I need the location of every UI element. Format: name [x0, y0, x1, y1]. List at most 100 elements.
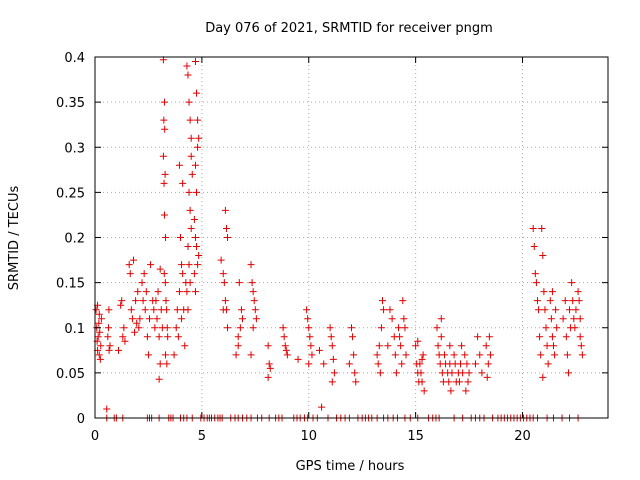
- data-point: [548, 288, 556, 296]
- y-tick-label: 0.2: [64, 232, 85, 247]
- data-point: [535, 306, 543, 314]
- data-point: [418, 378, 426, 386]
- data-point: [457, 360, 465, 368]
- data-point: [117, 301, 125, 309]
- x-axis-label: GPS time / hours: [296, 459, 405, 474]
- data-point: [416, 360, 424, 368]
- data-point: [378, 297, 386, 305]
- data-point: [374, 360, 382, 368]
- data-point: [307, 342, 315, 350]
- data-point: [541, 306, 549, 314]
- data-point: [397, 342, 405, 350]
- data-point: [437, 333, 445, 341]
- data-point: [238, 315, 246, 323]
- data-point: [570, 315, 578, 323]
- data-point: [185, 261, 193, 269]
- data-point: [224, 234, 232, 241]
- data-point: [539, 373, 547, 381]
- data-point: [161, 170, 169, 178]
- data-point: [305, 324, 313, 332]
- data-point: [235, 279, 243, 287]
- data-point: [578, 351, 586, 359]
- data-point: [232, 351, 240, 359]
- data-point: [106, 342, 114, 350]
- data-point: [193, 89, 201, 97]
- data-point: [571, 324, 579, 332]
- data-point: [330, 369, 338, 377]
- data-point: [234, 342, 242, 350]
- data-point: [179, 179, 187, 187]
- data-point: [483, 373, 491, 381]
- data-point: [395, 324, 403, 332]
- data-point: [132, 297, 140, 305]
- data-point: [179, 270, 187, 278]
- data-point: [551, 351, 559, 359]
- data-point: [161, 125, 169, 133]
- data-point: [445, 378, 453, 386]
- data-point: [392, 369, 400, 377]
- data-point: [221, 297, 229, 305]
- data-point: [247, 261, 255, 269]
- data-point: [140, 270, 148, 278]
- y-tick-label: 0.3: [64, 141, 85, 156]
- data-point: [279, 324, 287, 332]
- data-point: [391, 351, 399, 359]
- data-point: [219, 306, 227, 314]
- data-point: [399, 297, 407, 305]
- data-point: [185, 98, 193, 106]
- data-point: [96, 355, 104, 363]
- data-point: [532, 279, 540, 287]
- data-point: [187, 152, 195, 160]
- data-point: [328, 342, 336, 350]
- data-point: [400, 315, 408, 323]
- data-point: [154, 288, 162, 296]
- data-point: [540, 288, 548, 296]
- data-point: [190, 215, 198, 223]
- data-point: [440, 351, 448, 359]
- data-point: [187, 224, 195, 232]
- data-point: [437, 315, 445, 323]
- data-point: [92, 306, 100, 314]
- data-point: [152, 297, 160, 305]
- data-point: [159, 152, 167, 160]
- data-point: [446, 342, 454, 350]
- data-point: [305, 360, 313, 368]
- data-point: [194, 261, 202, 269]
- data-point: [433, 324, 441, 332]
- data-point: [162, 297, 170, 305]
- x-tick-label: 20: [514, 429, 531, 444]
- data-point: [448, 369, 456, 377]
- data-point: [561, 297, 569, 305]
- data-point: [420, 387, 428, 395]
- y-tick-label: 0: [77, 412, 85, 427]
- data-point: [377, 324, 385, 332]
- data-point: [434, 342, 442, 350]
- data-point: [553, 324, 561, 332]
- data-point: [175, 161, 183, 169]
- data-point: [104, 333, 112, 341]
- data-point: [185, 188, 193, 196]
- data-point: [135, 324, 143, 332]
- data-point: [373, 351, 381, 359]
- data-point: [162, 234, 170, 241]
- data-point: [220, 279, 228, 287]
- data-point: [329, 355, 337, 363]
- data-point: [485, 333, 493, 341]
- data-point: [125, 261, 133, 269]
- data-point: [194, 116, 202, 124]
- data-point: [351, 369, 359, 377]
- data-point: [222, 224, 230, 232]
- y-tick-label: 0.05: [56, 367, 85, 382]
- y-tick-label: 0.4: [64, 51, 85, 66]
- data-point: [191, 234, 199, 241]
- data-point: [328, 378, 336, 386]
- data-point: [447, 387, 455, 395]
- data-point: [576, 315, 584, 323]
- data-point: [283, 351, 291, 359]
- data-point: [461, 351, 469, 359]
- data-point: [186, 116, 194, 124]
- data-point: [224, 324, 232, 332]
- data-point: [172, 324, 180, 332]
- data-point: [97, 342, 105, 350]
